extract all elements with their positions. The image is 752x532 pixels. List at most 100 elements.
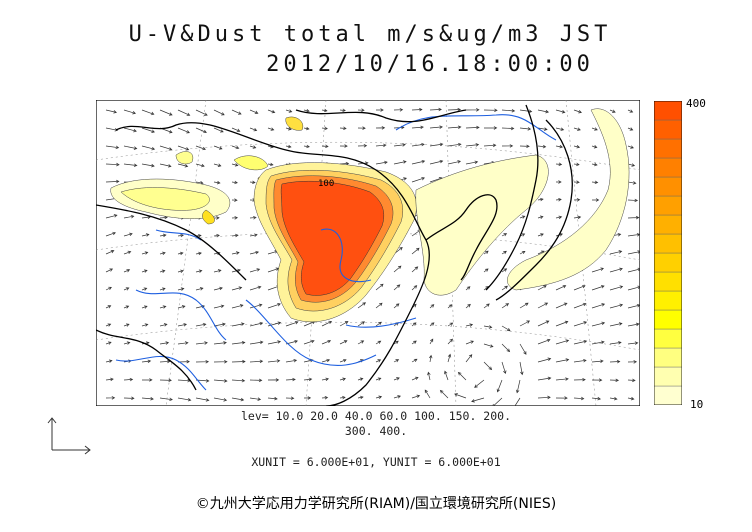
wind-arrow: [609, 250, 623, 255]
wind-arrow: [357, 377, 364, 381]
wind-arrow: [411, 322, 417, 327]
wind-arrow: [159, 145, 173, 151]
wind-arrow: [267, 109, 276, 114]
wind-arrow: [447, 142, 462, 147]
wind-arrow: [249, 268, 261, 273]
wind-arrow: [105, 162, 120, 167]
colorbar-segment: [654, 328, 682, 349]
wind-arrow: [123, 396, 135, 401]
wind-arrow: [429, 338, 434, 345]
wind-arrow: [609, 378, 620, 383]
wind-arrow: [231, 180, 238, 185]
wind-arrow: [627, 285, 640, 291]
wind-arrow: [159, 323, 168, 327]
wind-arrow: [555, 127, 565, 131]
wind-arrow: [555, 144, 563, 149]
wind-arrow: [357, 302, 366, 309]
wind-arrow: [411, 376, 419, 381]
wind-arrow: [555, 320, 569, 327]
wind-arrow: [519, 215, 526, 219]
wind-arrow: [195, 360, 210, 364]
wind-arrow: [555, 284, 567, 291]
wind-arrow: [429, 322, 435, 327]
wind-arrow: [123, 323, 130, 327]
wind-arrow: [627, 267, 640, 273]
wind-arrow: [231, 378, 246, 383]
colorbar-segment: [654, 385, 682, 405]
wind-arrow: [231, 304, 244, 309]
wind-arrow: [375, 340, 382, 345]
wind-arrow: [555, 162, 563, 167]
wind-arrow: [591, 285, 605, 291]
wind-arrow: [177, 323, 188, 327]
wind-arrow: [465, 143, 480, 147]
wind-arrow: [375, 302, 383, 309]
wind-arrow: [573, 396, 585, 401]
wind-arrow: [159, 163, 172, 168]
wind-arrow: [393, 265, 402, 273]
wind-arrow: [376, 108, 384, 112]
wind-arrow: [231, 397, 245, 402]
wind-arrow: [141, 127, 155, 133]
colorbar-segment: [654, 252, 682, 273]
wind-arrow: [177, 397, 192, 402]
wind-arrow: [321, 377, 330, 381]
wind-arrow: [429, 107, 442, 112]
wind-arrow: [375, 126, 386, 130]
wind-arrow: [141, 145, 156, 151]
wind-arrow: [267, 340, 282, 345]
wind-arrow: [231, 233, 239, 238]
wind-arrow: [465, 340, 474, 345]
wind-arrow: [249, 109, 259, 114]
wind-arrow: [537, 215, 544, 219]
wind-arrow: [375, 395, 383, 399]
wind-arrow: [213, 127, 224, 133]
wind-arrow: [609, 322, 623, 327]
wind-arrow: [249, 233, 258, 237]
wind-arrow: [231, 163, 239, 167]
wind-arrow: [609, 267, 623, 273]
wind-arrow: [627, 145, 634, 149]
wind-arrow: [249, 250, 260, 255]
wind-arrow: [429, 159, 444, 165]
wind-arrow: [627, 303, 640, 309]
wind-arrow: [105, 268, 114, 273]
wind-arrow: [249, 359, 264, 364]
wind-arrow: [465, 323, 474, 327]
colorbar-min-label: 10: [690, 398, 704, 411]
wind-arrow: [457, 371, 467, 381]
colorbar-segment: [654, 366, 682, 387]
wind-arrow: [177, 127, 190, 134]
wind-arrow: [573, 302, 587, 309]
wind-arrow: [556, 180, 562, 184]
wind-arrow: [447, 322, 454, 327]
wind-arrow: [249, 378, 263, 383]
wind-arrow: [285, 396, 295, 400]
wind-arrow: [321, 126, 328, 131]
wind-arrow: [501, 285, 508, 291]
colorbar-max-label: 400: [686, 97, 706, 110]
wind-arrow: [609, 303, 624, 309]
wind-arrow: [411, 107, 423, 112]
wind-arrow: [195, 287, 204, 291]
wind-arrow: [555, 215, 563, 220]
wind-arrow: [267, 359, 281, 363]
wind-arrow: [471, 397, 485, 403]
wind-arrow: [285, 109, 293, 113]
wind-arrow: [627, 198, 639, 203]
wind-arrow: [105, 341, 112, 345]
wind-arrow: [159, 109, 173, 116]
wind-arrow: [159, 287, 166, 291]
wind-arrow: [249, 215, 257, 220]
wind-arrow: [573, 145, 581, 149]
unit-vector-label: XUNIT = 6.000E+01, YUNIT = 6.000E+01: [251, 455, 501, 469]
wind-arrow: [447, 125, 462, 129]
wind-arrow: [321, 320, 333, 327]
wind-arrow: [141, 378, 153, 382]
wind-arrow: [267, 303, 281, 309]
wind-arrow: [285, 144, 292, 149]
wind-arrow: [573, 198, 581, 202]
wind-arrow: [573, 162, 580, 167]
wind-arrow: [609, 359, 621, 364]
wind-arrow: [249, 180, 256, 185]
